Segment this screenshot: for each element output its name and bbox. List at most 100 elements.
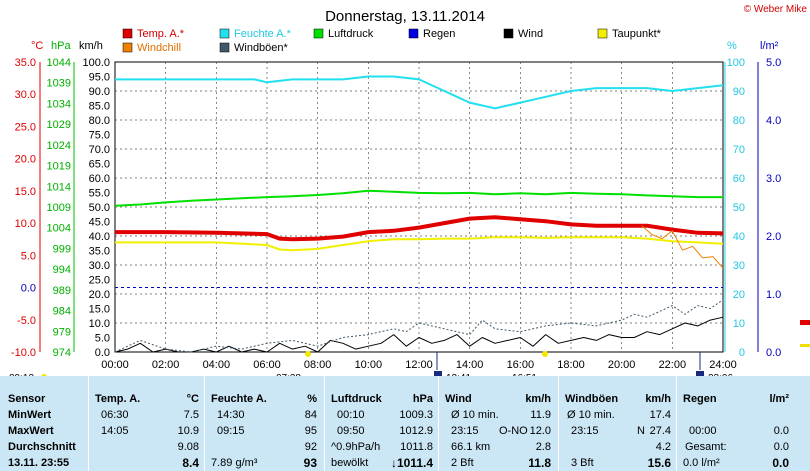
humidity-tick-label: 100 [727,57,745,69]
weather-chart: Donnerstag, 13.11.2014 © Weber Mike Temp… [9,4,810,376]
wind-avg-label: Ø 10 min. [451,409,499,421]
temp-header: Temp. A. [95,393,141,405]
rain-tick-label: 4.0 [766,115,781,127]
rain-unit: l/m² [769,393,789,405]
time-marker-label: 09:13 [9,373,34,376]
legend-swatch [597,28,608,39]
rain-total-label: Gesamt: [685,441,727,453]
legend-swatch [219,28,230,39]
col-rain: Regen l/m² 00:00 0.0 Gesamt: 0.0 0.0 l/m² 0.… [676,376,795,471]
x-tick-label: 14:00 [456,359,484,371]
wind-current: 11.8 [528,456,551,470]
temp-tick-label: -10.0 [11,347,36,359]
axis-unit-label: °C [31,40,43,52]
legend-label: Luftdruck [328,28,374,40]
wind-tick-label: 0.0 [95,347,110,359]
pressure-forecast: bewölkt [331,457,369,469]
humidity-tick-label: 60 [733,173,745,185]
x-tick-label: 16:00 [507,359,535,371]
day-markers: 09:13 07:38 12:41 16:51 23:06 [9,351,733,376]
pressure-max: 1012.9 [399,425,433,437]
x-tick-label: 02:00 [152,359,180,371]
wind-tick-label: 25.0 [89,275,110,287]
humidity-tick-label: 70 [733,144,745,156]
legend-swatch [503,28,514,39]
humidity-tick-label: 50 [733,202,745,214]
axis-unit-label: l/m² [760,40,779,52]
humidity-unit: % [307,393,317,405]
wind-header: Wind [445,393,472,405]
row-label-sensor: Sensor [8,393,46,405]
wind-tick-label: 95.0 [89,72,110,84]
legend-swatch [122,28,133,39]
row-label-max: MaxWert [8,425,54,437]
legend-label: Feuchte A.* [234,28,292,40]
wind-max: 12.0 [529,425,551,437]
temp-min-time: 06:30 [101,409,129,421]
gusts-avg2: 4.2 [655,441,671,453]
time-marker-label: 16:51 [512,373,537,376]
humidity-tick-label: 80 [733,115,745,127]
sun-icon [542,351,548,357]
temp-tick-label: 15.0 [15,186,36,198]
axes: °C hPa km/h% l/m² 0.0 5.0 10.0 15.0 20.0 25.0 30.0… [11,40,810,371]
pressure-min: 1009.3 [399,409,433,421]
temp-current: 8.4 [182,456,199,470]
rain-tick-label: 5.0 [766,57,781,69]
humidity-max: 95 [304,425,317,437]
wind-tick-label: 40.0 [89,231,110,243]
legend-swatch [219,42,230,53]
humidity-tick-label: 40 [733,231,745,243]
gusts-bft: 3 Bft [571,457,594,469]
legend-label: Windchill [137,42,181,54]
pressure-tick-label: 1039 [47,78,71,90]
temp-tick-label: -5.0 [17,315,36,327]
col-gusts: Windböen km/h Ø 10 min. 17.4 23:15 N 27.4 4.… [558,376,677,471]
series-line [115,215,724,242]
row-label-avg: Durchschnitt [8,441,76,453]
legend-label: Wind [518,28,543,40]
rain-current-label: 0.0 l/m² [683,457,720,469]
rain-header: Regen [683,393,717,405]
time-marker-label: 12:41 [446,373,471,376]
temp-tick-label: 30.0 [15,89,36,101]
x-tick-label: 18:00 [557,359,585,371]
rain-current: 0.0 [772,456,789,470]
humidity-min: 84 [304,409,317,421]
wind-tick-label: 80.0 [89,115,110,127]
pressure-tick-label: 1029 [47,119,71,131]
wind-tick-label: 20.0 [89,289,110,301]
wind-tick-label: 50.0 [89,202,110,214]
pressure-max-time: 09:50 [337,425,365,437]
x-tick-label: 20:00 [608,359,636,371]
col-temp: Temp. A. °C 06:30 7.5 14:05 10.9 9.08 8.4 [88,376,205,471]
humidity-header: Feuchte A. [211,393,267,405]
rain-time: 00:00 [689,425,717,437]
pressure-tick-label: 979 [53,326,71,338]
col-labels: Sensor MinWert MaxWert Durchschnitt 13.1… [0,376,88,471]
sun-icon [41,374,47,376]
wind-tick-label: 100.0 [82,57,110,69]
pressure-trend: ^0.9hPa/h [331,441,381,453]
plot-area [114,75,724,353]
wind-tick-label: 55.0 [89,188,110,200]
wind-tick-label: 5.0 [95,333,110,345]
wind-bft: 2 Bft [451,457,474,469]
rain-val: 0.0 [773,425,789,437]
legend-swatch [408,28,419,39]
humidity-tick-label: 30 [733,260,745,272]
wind-tick-label: 90.0 [89,86,110,98]
pressure-tick-label: 1024 [47,140,71,152]
pressure-tick-label: 1004 [47,223,71,235]
x-tick-label: 04:00 [203,359,231,371]
wind-unit: km/h [525,393,551,405]
gusts-unit: km/h [645,393,671,405]
x-tick-label: 12:00 [405,359,433,371]
row-label-current: 13.11. 23:55 [8,457,70,469]
wind-tick-label: 60.0 [89,173,110,185]
temp-tick-label: 0.0 [21,283,36,295]
pressure-tick-label: 1034 [47,98,71,110]
wind-avg: 11.9 [530,409,551,421]
legend-swatch [313,28,324,39]
pressure-tick-label: 984 [53,306,71,318]
